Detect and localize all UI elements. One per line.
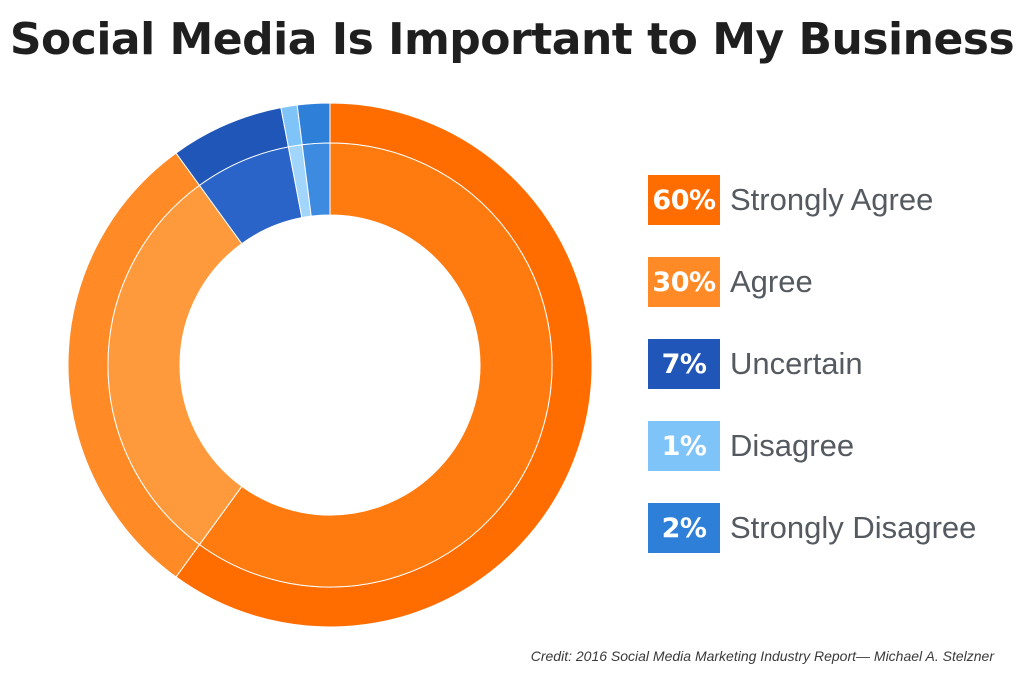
slice-inner-agree xyxy=(107,184,243,546)
slice-inner-strongly-agree xyxy=(198,142,553,588)
slice-strongly-disagree xyxy=(296,102,331,146)
legend-label: Agree xyxy=(730,264,813,299)
legend-item-strongly-disagree: 2% Strongly Disagree xyxy=(648,503,976,553)
legend-item-agree: 30% Agree xyxy=(648,257,813,307)
legend-value-badge: 30% xyxy=(648,257,720,307)
legend-label: Strongly Agree xyxy=(730,182,934,217)
legend-label: Uncertain xyxy=(730,346,863,381)
legend-label: Strongly Disagree xyxy=(730,510,977,545)
legend-value-badge: 2% xyxy=(648,503,720,553)
slice-inner-strongly-disagree xyxy=(301,142,331,217)
donut-chart xyxy=(67,102,593,628)
donut-slices xyxy=(67,102,593,628)
legend-value-badge: 7% xyxy=(648,339,720,389)
legend-item-uncertain: 7% Uncertain xyxy=(648,339,863,389)
chart-title: Social Media Is Important to My Business xyxy=(9,14,1015,65)
legend-label: Disagree xyxy=(730,428,855,463)
legend-value-badge: 1% xyxy=(648,421,720,471)
credit-text: Credit: 2016 Social Media Marketing Indu… xyxy=(530,648,994,664)
legend-item-disagree: 1% Disagree xyxy=(648,421,854,471)
legend-value-badge: 60% xyxy=(648,175,720,225)
legend-item-strongly-agree: 60% Strongly Agree xyxy=(648,175,933,225)
